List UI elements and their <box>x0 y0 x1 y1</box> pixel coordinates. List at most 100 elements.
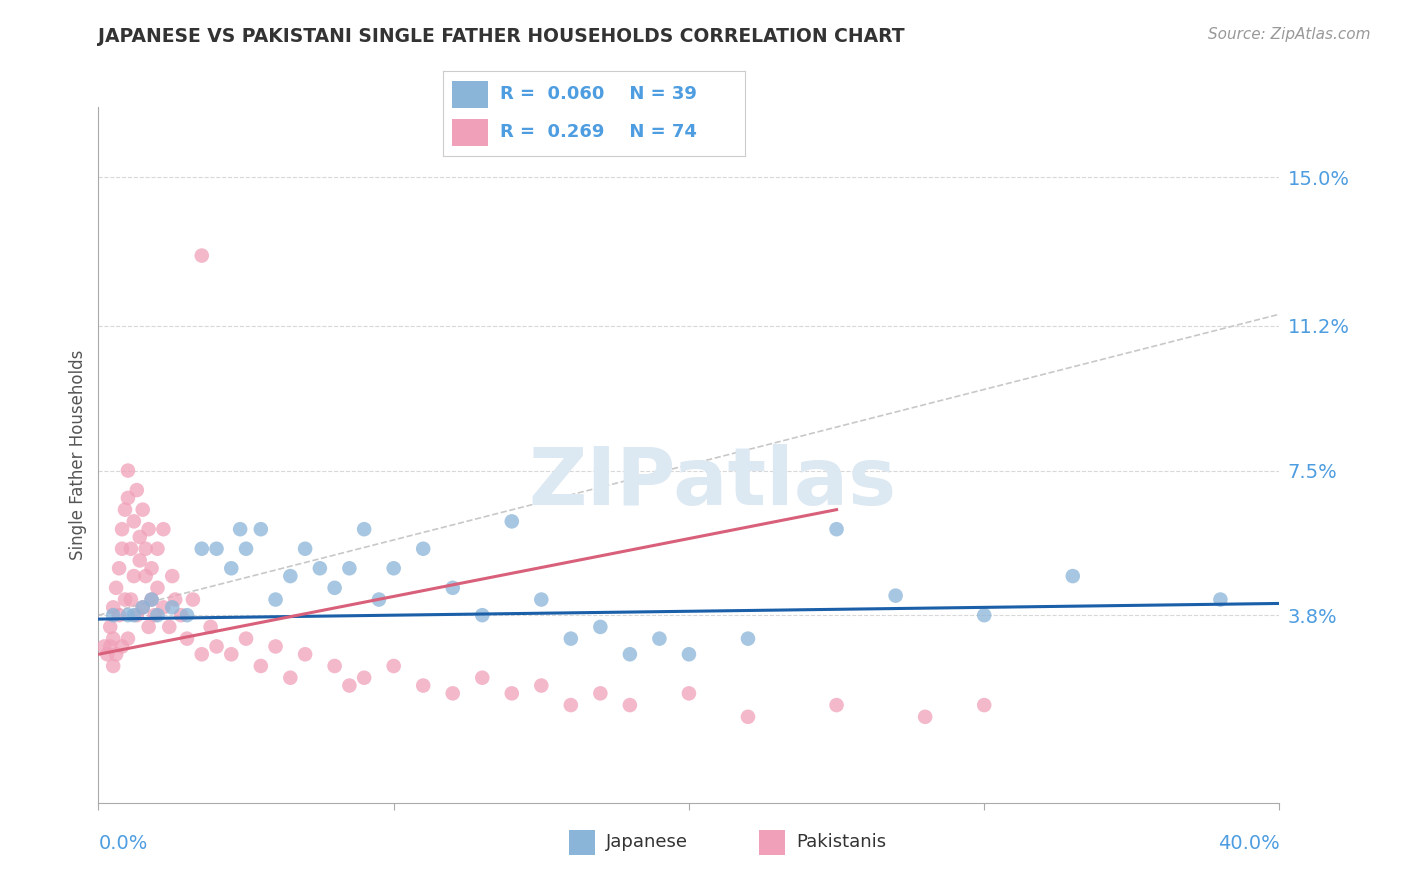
Point <box>98 620 121 634</box>
Point <box>323 659 346 673</box>
Point <box>501 686 523 700</box>
Point <box>114 502 136 516</box>
Point <box>96 647 118 661</box>
Point <box>309 561 332 575</box>
Point <box>122 514 145 528</box>
Point <box>501 514 523 528</box>
Point <box>589 686 612 700</box>
Point <box>471 671 494 685</box>
Point <box>914 710 936 724</box>
Point <box>191 647 214 661</box>
Point <box>530 592 553 607</box>
Point <box>678 647 700 661</box>
Point <box>339 679 360 693</box>
Point <box>219 561 242 575</box>
Point <box>323 581 346 595</box>
Point <box>117 632 139 646</box>
Text: R =  0.269    N = 74: R = 0.269 N = 74 <box>501 123 697 141</box>
Point <box>138 620 160 634</box>
Point <box>973 698 995 712</box>
Point <box>146 608 169 623</box>
Point <box>141 592 163 607</box>
Point <box>471 608 494 623</box>
Point <box>132 502 155 516</box>
Point <box>737 632 759 646</box>
Point <box>120 541 142 556</box>
Point <box>146 581 169 595</box>
Point <box>264 640 287 654</box>
Point <box>368 592 391 607</box>
Point <box>117 464 139 478</box>
FancyBboxPatch shape <box>451 119 488 146</box>
Point <box>619 647 641 661</box>
Point <box>278 569 302 583</box>
Point <box>93 640 115 654</box>
Point <box>219 647 242 661</box>
Point <box>250 659 273 673</box>
Point <box>191 541 214 556</box>
Point <box>412 541 434 556</box>
Point <box>412 679 434 693</box>
Point <box>108 608 131 623</box>
Point <box>264 592 287 607</box>
Point <box>120 592 142 607</box>
Point <box>165 592 187 607</box>
Point <box>176 608 198 623</box>
Point <box>146 541 169 556</box>
Point <box>205 541 228 556</box>
Point <box>441 581 464 595</box>
Point <box>294 647 316 661</box>
Point <box>678 686 700 700</box>
Point <box>589 620 612 634</box>
Point <box>235 632 257 646</box>
Text: R =  0.060    N = 39: R = 0.060 N = 39 <box>501 86 697 103</box>
Point <box>339 561 360 575</box>
Point <box>560 632 582 646</box>
Point <box>114 592 136 607</box>
Point <box>162 600 183 615</box>
Point <box>141 592 163 607</box>
Point <box>250 522 273 536</box>
Point <box>884 589 907 603</box>
Point <box>825 698 848 712</box>
Point <box>1209 592 1232 607</box>
Point <box>128 530 150 544</box>
Point <box>128 553 150 567</box>
Point <box>530 679 553 693</box>
Point <box>278 671 302 685</box>
Point <box>648 632 671 646</box>
Point <box>111 522 134 536</box>
Text: 40.0%: 40.0% <box>1218 834 1279 853</box>
Point <box>103 608 125 623</box>
Text: 0.0%: 0.0% <box>98 834 148 853</box>
Point <box>294 541 316 556</box>
Point <box>737 710 759 724</box>
Point <box>105 581 128 595</box>
Point <box>103 632 125 646</box>
FancyBboxPatch shape <box>451 80 488 108</box>
Text: Pakistanis: Pakistanis <box>796 833 886 851</box>
Point <box>200 620 222 634</box>
Point <box>132 600 155 615</box>
Point <box>157 620 180 634</box>
Point <box>135 541 157 556</box>
Point <box>162 569 183 583</box>
Point <box>122 608 145 623</box>
Point <box>111 640 134 654</box>
Point <box>108 561 131 575</box>
Point <box>560 698 582 712</box>
Point <box>103 659 125 673</box>
Point <box>353 522 375 536</box>
Text: JAPANESE VS PAKISTANI SINGLE FATHER HOUSEHOLDS CORRELATION CHART: JAPANESE VS PAKISTANI SINGLE FATHER HOUS… <box>98 27 905 45</box>
Point <box>152 522 174 536</box>
Point <box>138 522 160 536</box>
Text: Japanese: Japanese <box>606 833 688 851</box>
Point <box>135 569 157 583</box>
Point <box>176 632 198 646</box>
Point <box>973 608 995 623</box>
Point <box>141 561 163 575</box>
Point <box>1062 569 1084 583</box>
Point <box>111 541 134 556</box>
Point <box>117 491 139 505</box>
Point <box>105 647 128 661</box>
